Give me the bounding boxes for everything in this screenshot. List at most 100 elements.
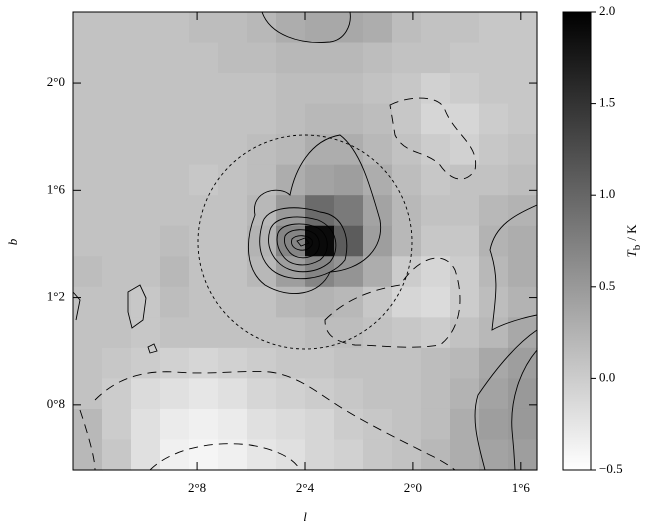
- colorbar-tick-label: 0.5: [599, 278, 615, 293]
- heatmap-cell: [189, 195, 219, 226]
- heatmap-cell: [334, 165, 364, 196]
- heatmap-cell: [334, 73, 364, 104]
- colorbar-label-unit: / K: [624, 224, 639, 241]
- heatmap-cell: [189, 73, 219, 104]
- heatmap-cell: [102, 256, 132, 287]
- heatmap-cell: [247, 348, 277, 379]
- heatmap-cell: [131, 104, 161, 135]
- heatmap-cell: [392, 287, 422, 318]
- heatmap-cell: [189, 104, 219, 135]
- colorbar-tick-label: 2.0: [599, 3, 615, 18]
- heatmap-cell: [479, 12, 509, 43]
- heatmap-cell: [218, 287, 248, 318]
- heatmap-cell: [102, 226, 132, 257]
- heatmap-cell: [421, 165, 451, 196]
- heatmap-cell: [160, 287, 190, 318]
- heatmap-cell: [276, 378, 306, 409]
- heatmap-cell: [189, 165, 219, 196]
- heatmap-cell: [450, 348, 480, 379]
- heatmap-cell: [102, 165, 132, 196]
- heatmap-cell: [305, 378, 335, 409]
- heatmap-cell: [363, 104, 393, 135]
- heatmap-cell: [363, 378, 393, 409]
- heatmap-cell: [160, 134, 190, 165]
- heatmap-cell: [276, 43, 306, 74]
- heatmap-cell: [102, 104, 132, 135]
- heatmap-cell: [305, 104, 335, 135]
- heatmap-cell: [392, 12, 422, 43]
- heatmap-cell: [392, 378, 422, 409]
- heatmap-cell: [392, 165, 422, 196]
- heatmap-cell: [218, 409, 248, 440]
- heatmap-cell: [392, 317, 422, 348]
- heatmap-cell: [421, 439, 451, 470]
- heatmap-cell: [276, 12, 306, 43]
- heatmap-cell: [102, 439, 132, 470]
- colorbar-tick-label: 1.0: [599, 186, 615, 201]
- heatmap-cell: [189, 378, 219, 409]
- heatmap-cell: [102, 134, 132, 165]
- heatmap-cell: [305, 195, 335, 226]
- heatmap-cell: [189, 287, 219, 318]
- heatmap-cell: [508, 348, 538, 379]
- heatmap-cell: [160, 256, 190, 287]
- heatmap-cell: [363, 256, 393, 287]
- heatmap-cell: [508, 226, 538, 257]
- heatmap-cell: [131, 165, 161, 196]
- x-tick-label: 1°6: [512, 480, 531, 495]
- heatmap-cell: [421, 73, 451, 104]
- heatmap-cell: [334, 43, 364, 74]
- heatmap-cell: [392, 195, 422, 226]
- heatmap-cell: [218, 12, 248, 43]
- heatmap-cell: [189, 43, 219, 74]
- heatmap-cell: [479, 43, 509, 74]
- heatmap-cell: [102, 195, 132, 226]
- heatmap-cell: [102, 378, 132, 409]
- heatmap-cell: [392, 104, 422, 135]
- heatmap: [73, 12, 538, 471]
- heatmap-cell: [247, 43, 277, 74]
- heatmap-cell: [160, 378, 190, 409]
- heatmap-cell: [421, 378, 451, 409]
- heatmap-cell: [392, 134, 422, 165]
- heatmap-cell: [334, 256, 364, 287]
- colorbar-label-subscript: b: [631, 244, 643, 250]
- heatmap-cell: [218, 165, 248, 196]
- heatmap-cell: [450, 226, 480, 257]
- heatmap-cell: [392, 409, 422, 440]
- heatmap-cell: [247, 104, 277, 135]
- heatmap-cell: [276, 409, 306, 440]
- heatmap-cell: [421, 104, 451, 135]
- heatmap-cell: [363, 12, 393, 43]
- heatmap-cell: [392, 226, 422, 257]
- heatmap-cell: [305, 317, 335, 348]
- heatmap-cell: [421, 409, 451, 440]
- heatmap-cell: [421, 43, 451, 74]
- heatmap-cell: [73, 43, 103, 74]
- heatmap-cell: [218, 73, 248, 104]
- heatmap-cell: [479, 348, 509, 379]
- heatmap-cell: [189, 348, 219, 379]
- heatmap-cell: [131, 348, 161, 379]
- heatmap-cell: [421, 134, 451, 165]
- heatmap-cell: [73, 409, 103, 440]
- heatmap-cell: [131, 317, 161, 348]
- heatmap-cell: [479, 104, 509, 135]
- x-tick-label: 2°0: [404, 480, 422, 495]
- heatmap-cell: [479, 409, 509, 440]
- heatmap-cell: [479, 256, 509, 287]
- heatmap-cell: [189, 134, 219, 165]
- heatmap-cell: [73, 104, 103, 135]
- heatmap-cell: [218, 43, 248, 74]
- heatmap-cell: [421, 12, 451, 43]
- heatmap-cell: [450, 195, 480, 226]
- y-tick-label: 1°6: [47, 181, 66, 196]
- heatmap-cell: [305, 134, 335, 165]
- heatmap-cell: [392, 43, 422, 74]
- heatmap-cell: [131, 195, 161, 226]
- x-tick-label: 2°8: [188, 480, 206, 495]
- heatmap-cell: [450, 439, 480, 470]
- heatmap-cell: [363, 134, 393, 165]
- heatmap-cell: [102, 287, 132, 318]
- heatmap-cell: [218, 134, 248, 165]
